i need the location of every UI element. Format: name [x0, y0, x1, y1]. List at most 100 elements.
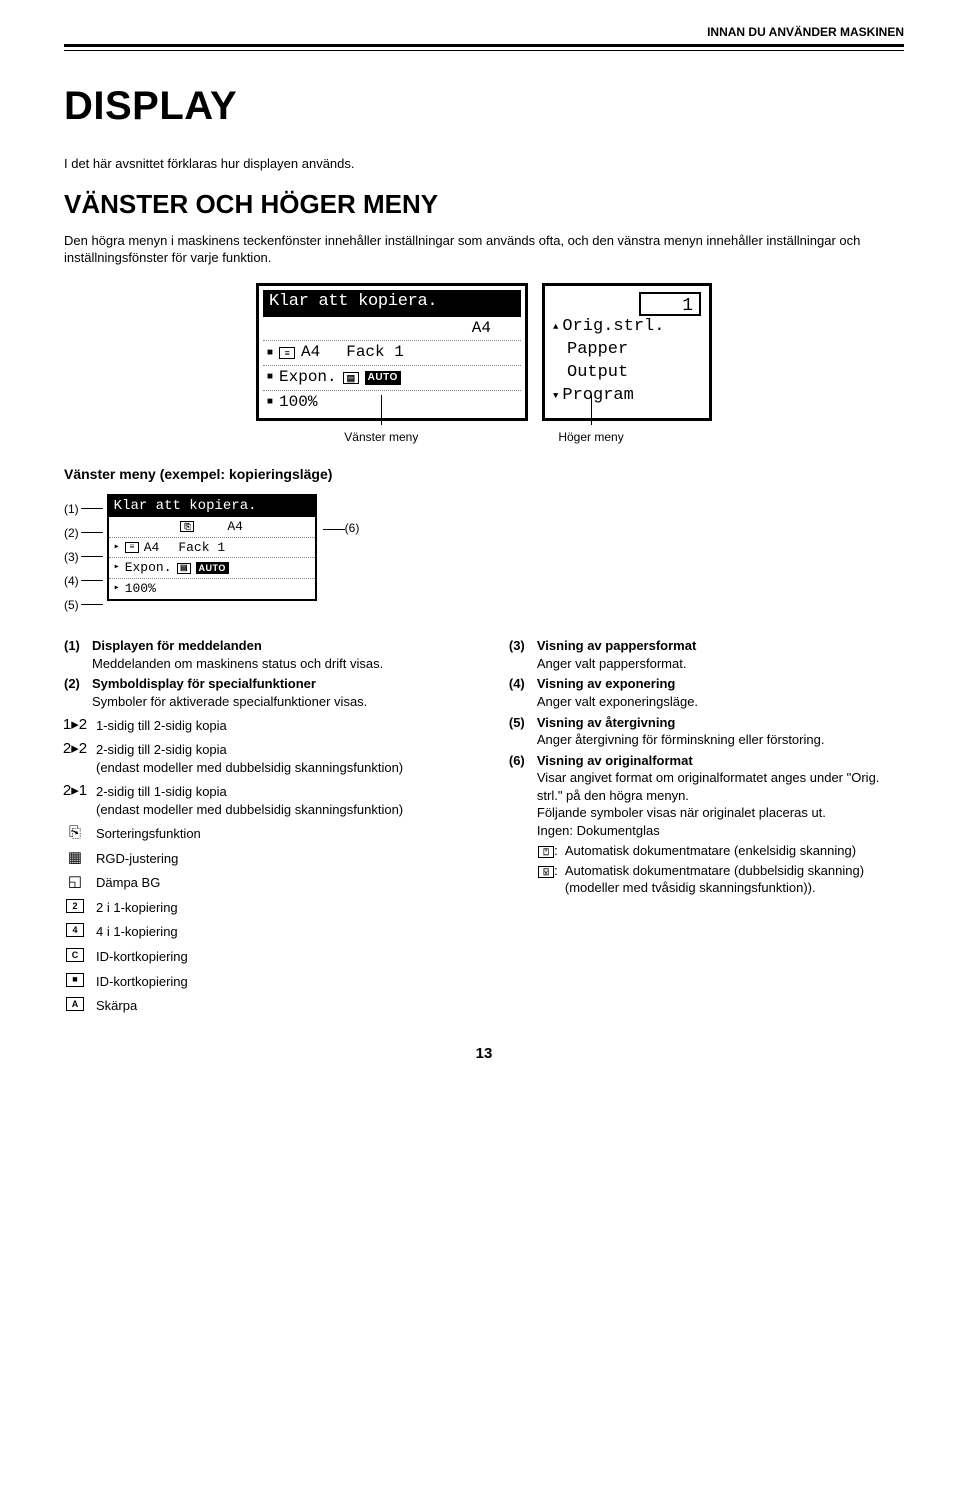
def-body: Displayen för meddelandenMeddelanden om …	[92, 637, 479, 672]
function-icon: ⎘	[64, 825, 86, 840]
annot-n6: (6)	[345, 521, 360, 535]
lcd-right-l1: Orig.strl.	[549, 316, 705, 339]
annot-n4: (4)	[64, 573, 79, 589]
definition-item: (5)Visning av återgivningAnger återgivni…	[509, 714, 904, 749]
sm-l3: ▸ ≡ A4 Fack 1	[109, 538, 315, 559]
exposure-icon: ▤	[177, 563, 191, 574]
feeder-text: Automatisk dokumentmatare (dubbelsidig s…	[565, 862, 904, 897]
feeder-icon: ⍞:	[537, 842, 559, 860]
function-icon: ◱	[64, 874, 86, 889]
def-body: Visning av återgivningAnger återgivning …	[537, 714, 904, 749]
definition-item: (3)Visning av pappersformatAnger valt pa…	[509, 637, 904, 672]
special-icon: ⎘	[180, 521, 194, 532]
icon-list-item: 4 4 i 1-kopiering	[64, 923, 479, 941]
lcd-left-panel: Klar att kopiera. A4 ■ ≡ A4 Fack 1 ■ Exp…	[256, 283, 528, 421]
annot-left-numbers: (1) (2) (3) (4) (5)	[64, 494, 103, 615]
auto-badge: AUTO	[365, 371, 401, 385]
label-left-menu: Vänster meny	[344, 429, 418, 445]
lcd-left-line1-text: A4	[472, 318, 491, 340]
definition-columns: (1)Displayen för meddelandenMeddelanden …	[64, 637, 904, 1021]
lcd-left-line1: A4	[263, 317, 521, 342]
def-num: (5)	[509, 714, 537, 749]
icon-desc: 4 i 1-kopiering	[96, 923, 178, 941]
lcd-row: Klar att kopiera. A4 ■ ≡ A4 Fack 1 ■ Exp…	[64, 283, 904, 421]
definition-item: (6)Visning av originalformatVisar angive…	[509, 752, 904, 840]
icon-desc: Dämpa BG	[96, 874, 160, 892]
annot-right: (6)	[321, 494, 360, 536]
annot-n5: (5)	[64, 597, 79, 613]
icon-desc: Sorteringsfunktion	[96, 825, 201, 843]
sm-l5-text: 100%	[125, 580, 156, 598]
tray-icon: ≡	[125, 542, 139, 553]
sm-l4: ▸ Expon. ▤ AUTO	[109, 558, 315, 579]
sm-l5: ▸ 100%	[109, 579, 315, 599]
icon-desc: RGD-justering	[96, 850, 178, 868]
def-body: Visning av originalformatVisar angivet f…	[537, 752, 904, 840]
definition-item: (4)Visning av exponeringAnger valt expon…	[509, 675, 904, 710]
tray-icon: ≡	[279, 347, 295, 359]
sm-title: Klar att kopiera.	[109, 496, 315, 517]
def-num: (3)	[509, 637, 537, 672]
def-body: Visning av exponeringAnger valt exponeri…	[537, 675, 904, 710]
function-icon: 4	[64, 923, 86, 937]
icon-list-item: 2▸22-sidig till 2-sidig kopia(endast mod…	[64, 741, 479, 776]
icon-list-item: ⎘ Sorteringsfunktion	[64, 825, 479, 843]
section-heading: VÄNSTER OCH HÖGER MENY	[64, 187, 904, 222]
icon-desc: ID-kortkopiering	[96, 948, 188, 966]
bullet-icon: ■	[267, 347, 273, 361]
icon-desc: ID-kortkopiering	[96, 973, 188, 991]
lcd-left-line3-a: Expon.	[279, 367, 337, 389]
function-icon: 2▸1	[64, 783, 86, 798]
sm-l2: ⎘ A4	[109, 517, 315, 538]
icon-desc: Skärpa	[96, 997, 137, 1015]
feeder-icon: ⍌:	[537, 862, 559, 880]
icon-list-item: 2 2 i 1-kopiering	[64, 899, 479, 917]
icon-desc: 1-sidig till 2-sidig kopia	[96, 717, 227, 735]
def-num: (4)	[509, 675, 537, 710]
icon-desc: 2-sidig till 1-sidig kopia(endast modell…	[96, 783, 403, 818]
label-right-menu: Höger meny	[558, 429, 623, 445]
def-body: Visning av pappersformatAnger valt pappe…	[537, 637, 904, 672]
icon-list: 1▸2 1-sidig till 2-sidig kopia 2▸22-sidig …	[64, 717, 479, 1015]
sm-l3b: Fack 1	[178, 539, 225, 557]
lcd-right-count: 1	[639, 292, 701, 316]
page-header: INNAN DU ANVÄNDER MASKINEN	[64, 24, 904, 40]
col-left: (1)Displayen för meddelandenMeddelanden …	[64, 637, 479, 1021]
lcd-left-line2-b: Fack 1	[346, 342, 404, 364]
lcd-right-l3: Output	[549, 362, 705, 385]
def-num: (2)	[64, 675, 92, 710]
function-icon: 2	[64, 899, 86, 913]
feeder-text: Automatisk dokumentmatare (enkelsidig sk…	[565, 842, 904, 860]
icon-list-item: 1▸2 1-sidig till 2-sidig kopia	[64, 717, 479, 735]
small-lcd: Klar att kopiera. ⎘ A4 ▸ ≡ A4 Fack 1 ▸ E…	[107, 494, 317, 601]
annot-n2: (2)	[64, 525, 79, 541]
icon-desc: 2 i 1-kopiering	[96, 899, 178, 917]
lcd-right-l2: Papper	[549, 339, 705, 362]
function-icon: 1▸2	[64, 717, 86, 732]
page-number: 13	[64, 1044, 904, 1064]
intro-paragraph: I det här avsnittet förklaras hur displa…	[64, 155, 904, 173]
feeder-mode-row: ⍌: Automatisk dokumentmatare (dubbelsidig…	[537, 862, 904, 897]
section-body: Den högra menyn i maskinens teckenfönste…	[64, 232, 904, 267]
feeder-mode-row: ⍞: Automatisk dokumentmatare (enkelsidig …	[537, 842, 904, 860]
menu-labels: Vänster meny Höger meny	[64, 429, 904, 445]
definition-item: (1)Displayen för meddelandenMeddelanden …	[64, 637, 479, 672]
lcd-right-top: 1	[549, 290, 705, 316]
exposure-icon: ▤	[343, 372, 359, 384]
header-rule	[64, 44, 904, 51]
sm-l4a: Expon.	[125, 559, 172, 577]
annot-n1: (1)	[64, 501, 79, 517]
annotated-lcd: (1) (2) (3) (4) (5) Klar att kopiera. ⎘ …	[64, 494, 904, 615]
function-icon: ▦	[64, 850, 86, 865]
icon-list-item: ◱ Dämpa BG	[64, 874, 479, 892]
col-right: (3)Visning av pappersformatAnger valt pa…	[509, 637, 904, 1021]
auto-badge: AUTO	[196, 562, 229, 574]
bullet-icon: ■	[267, 371, 273, 385]
icon-list-item: CID-kortkopiering	[64, 948, 479, 966]
lcd-right-l4: Program	[549, 385, 705, 408]
lcd-left-line2-a: A4	[301, 342, 320, 364]
icon-list-item: ▦ RGD-justering	[64, 850, 479, 868]
sm-l2-text: A4	[227, 518, 243, 536]
annot-n3: (3)	[64, 549, 79, 565]
def-body: Symboldisplay för specialfunktionerSymbo…	[92, 675, 479, 710]
